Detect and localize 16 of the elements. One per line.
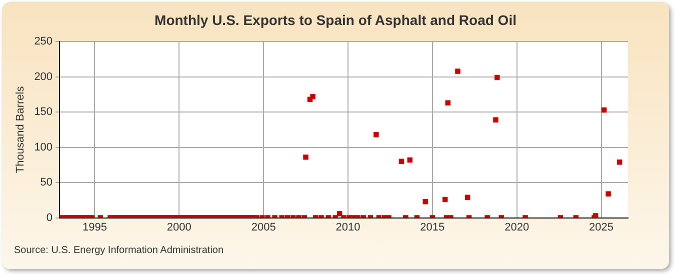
y-tick-label: 0	[46, 212, 53, 224]
source-note: Source: U.S. Energy Information Administration	[14, 245, 224, 256]
x-tick-label: 1995	[82, 221, 107, 234]
y-tick-label: 100	[34, 141, 53, 154]
y-tick-label: 150	[34, 106, 53, 118]
y-axis-title: Thousand Barrels	[14, 86, 27, 174]
x-tick-label: 2010	[336, 221, 360, 234]
y-tick-label: 50	[40, 176, 53, 189]
y-tick-label: 200	[34, 70, 53, 83]
y-tick-label: 250	[34, 36, 53, 48]
x-tick-label: 2020	[504, 221, 530, 234]
x-tick-label: 2000	[166, 221, 192, 234]
x-tick-label: 2025	[589, 221, 614, 234]
chart-title: Monthly U.S. Exports to Spain of Asphalt and Road Oil	[154, 12, 518, 28]
x-tick-label: 2005	[251, 221, 276, 234]
x-tick-label: 2015	[420, 221, 445, 234]
